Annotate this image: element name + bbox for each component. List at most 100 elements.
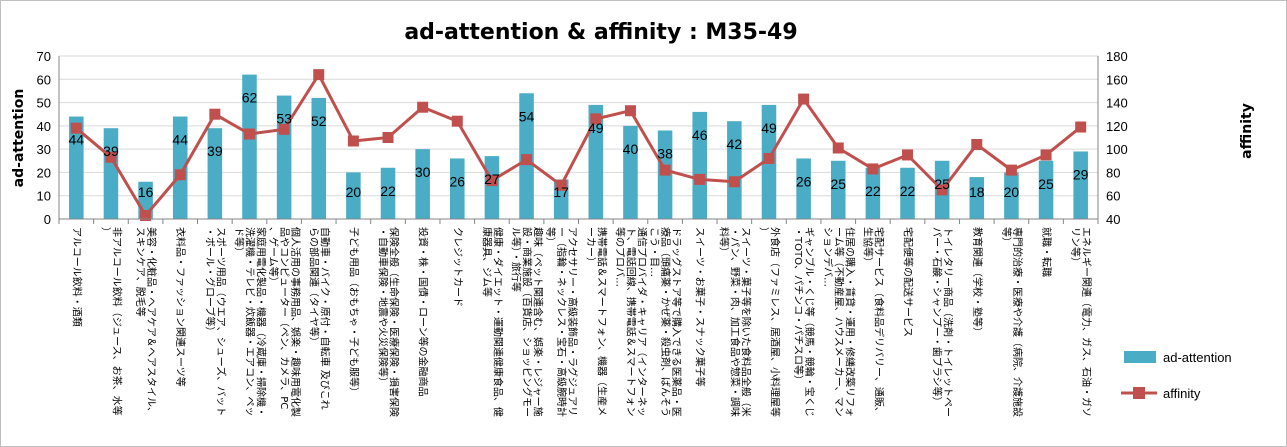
- bar-data-label: 25: [830, 176, 846, 192]
- left-tick-label: 70: [37, 49, 51, 64]
- legend-bar-label: ad-attention: [1163, 350, 1232, 365]
- bar-data-label: 38: [657, 146, 673, 162]
- category-label-line: 趣味（ペット関連含む、娯楽・レジャー施: [532, 227, 545, 417]
- bar: [450, 158, 465, 219]
- category-label: 投資・株・国債・ローン等の金融商品: [417, 227, 430, 397]
- affinity-point: [902, 149, 914, 161]
- legend: ad-attention affinity: [1121, 350, 1232, 401]
- bar-data-label: 46: [692, 127, 708, 143]
- category-label-line: エネルギー関連（電力、ガス、石油・ガソ: [1080, 227, 1093, 417]
- category-label-line: ギャンブル・くじ等（競馬・競輪・宝くじ: [803, 227, 816, 417]
- bar-data-label: 29: [1073, 166, 1089, 182]
- bar-data-label: 18: [969, 184, 985, 200]
- category-label-line: スキンケア、脱毛等: [134, 227, 147, 317]
- category-label-line: スポーツ用品（ウエア、シューズ、バット: [214, 227, 227, 416]
- left-tick-label: 10: [37, 189, 51, 204]
- bar-data-label: 39: [207, 143, 223, 159]
- bar-data-label: 44: [69, 132, 85, 148]
- category-label-line: アクセサリー・高級装飾品・ラグジュアリ: [566, 227, 579, 416]
- bar-data-label: 22: [865, 183, 881, 199]
- category-label: 子ども用品（おもちゃ・子ども服等）: [347, 227, 360, 397]
- category-label-line: 携帯電話＆スマートフォン、機器（生産メ: [595, 227, 608, 416]
- category-label: 衣料品・ファッション関連スーツ等: [174, 227, 187, 387]
- category-label-line: 衣料品・ファッション関連スーツ等: [174, 227, 187, 387]
- category-label-line: 非アルコール飲料（ジュース、お茶、水等: [110, 227, 123, 416]
- category-label-line: 療品（頭痛薬・かぜ薬・殺虫剤、ばんそう: [659, 227, 672, 417]
- category-label: 個人活用の事務用品、娯楽・趣味用電化製品やコンピューター（ペン、カメラ、PC、ゲ…: [267, 227, 302, 417]
- affinity-point: [590, 113, 602, 125]
- legend-line-label: affinity: [1163, 386, 1201, 401]
- category-label-line: 等）: [544, 227, 557, 247]
- affinity-point: [1005, 164, 1017, 176]
- affinity-point: [313, 69, 325, 81]
- right-tick-label: 80: [1106, 165, 1120, 180]
- category-label-line: ド等）: [232, 227, 245, 257]
- category-label-line: ーカー）: [584, 227, 596, 267]
- line-series-affinity: [70, 69, 1087, 222]
- category-label-line: 通信プロバイダ・キャリア（インターネッ: [635, 227, 648, 417]
- category-label-line: スイーツ・お菓子・スナック菓子等: [694, 227, 707, 387]
- right-tick-label: 40: [1106, 212, 1120, 227]
- bar: [242, 74, 257, 219]
- affinity-point: [70, 122, 82, 134]
- affinity-point: [417, 101, 429, 113]
- right-tick-label: 140: [1106, 96, 1128, 111]
- category-label: 保険全般（生命保険・医療保険・損害保険・自動車保険・地震や火災保険等）: [377, 227, 401, 417]
- category-label: 宅配サービス（食料品デリバリー、通販、生協等）: [861, 227, 885, 417]
- category-label-line: 専門的治療・医療や介護（病院、介護施設: [1011, 227, 1024, 417]
- bar: [172, 116, 188, 219]
- category-label-line: 投資・株・国債・ローン等の金融商品: [417, 227, 430, 397]
- category-label-line: ドラッグストア等で購入できる医薬品・医: [670, 227, 683, 417]
- affinity-point: [140, 210, 152, 222]
- affinity-point: [555, 179, 567, 191]
- gridlines: [59, 55, 1098, 220]
- category-label: 趣味（ペット関連含む、娯楽・レジャー施設・商業施設（百貨店、ショッピングモール等…: [510, 227, 545, 417]
- bar: [900, 167, 915, 219]
- bar-data-label: 22: [900, 183, 916, 199]
- bar: [346, 172, 361, 219]
- category-label-line: 洗濯機・テレビ・炊飯器・エアコン、ペッ: [243, 227, 256, 416]
- left-axis-title: ad-attention: [11, 89, 27, 188]
- category-label-line: 子ども用品（おもちゃ・子ども服等）: [347, 227, 360, 397]
- bar: [415, 149, 430, 219]
- left-tick-label: 0: [44, 212, 51, 227]
- left-tick-label: 40: [37, 119, 51, 134]
- left-tick-label: 20: [37, 165, 51, 180]
- affinity-point: [174, 169, 186, 181]
- category-label-line: 康器具、ジム等: [480, 227, 493, 297]
- bar-data-label: 26: [796, 173, 812, 189]
- category-label-line: ・ボール・グローブ等）: [203, 227, 216, 336]
- bar: [796, 158, 811, 219]
- affinity-point: [936, 184, 948, 196]
- category-label: 住居の購入・賃貸・運用・修繕改築リフォーム等（不動産屋、ハウスメーカー、マンショ…: [821, 227, 856, 417]
- chart-title: ad-attention & affinity : M35-49: [404, 20, 797, 45]
- bar-data-label: 16: [138, 184, 154, 200]
- category-label: 家庭用電化製品・機器（冷蔵庫・掃除機・洗濯機・テレビ・炊飯器・エアコン、ペッド等…: [232, 227, 267, 417]
- affinity-point: [1040, 149, 1052, 161]
- category-label-line: アルコール飲料・酒類: [70, 227, 83, 327]
- bar: [727, 121, 742, 219]
- category-label: 通信プロバイダ・キャリア（インターネット、電話回線、携帯電話＆スマートフォン等の…: [613, 227, 648, 417]
- bar-data-label: 25: [934, 176, 950, 192]
- left-tick-label: 60: [37, 72, 51, 87]
- bar-data-label: 44: [172, 132, 188, 148]
- category-label: 外食店（ファミレス、居酒屋、小料理屋等）: [757, 227, 781, 417]
- bar-data-label: 30: [415, 164, 431, 180]
- category-label-line: 保険全般（生命保険・医療保険・損害保険: [388, 227, 401, 417]
- bar-data-labels: 44 39 16 44 39 62 53 52 20 22 30 26 27 54 17 49 40 38 46 42…: [69, 90, 1089, 200]
- category-label-line: 、ゲーム等）: [267, 227, 280, 287]
- category-label-line: 美容・化粧品・ヘアケア＆ヘアスタイル、: [145, 227, 158, 417]
- affinity-point: [347, 135, 359, 147]
- affinity-point: [798, 93, 810, 105]
- category-label: スポーツ用品（ウエア、シューズ、バット・ボール・グローブ等）: [203, 227, 227, 416]
- category-label-line: 品やコンピューター（ペン、カメラ、PC: [278, 227, 290, 409]
- category-label: 宅配便等の配送サービス: [902, 227, 915, 337]
- right-tick-label: 60: [1106, 189, 1120, 204]
